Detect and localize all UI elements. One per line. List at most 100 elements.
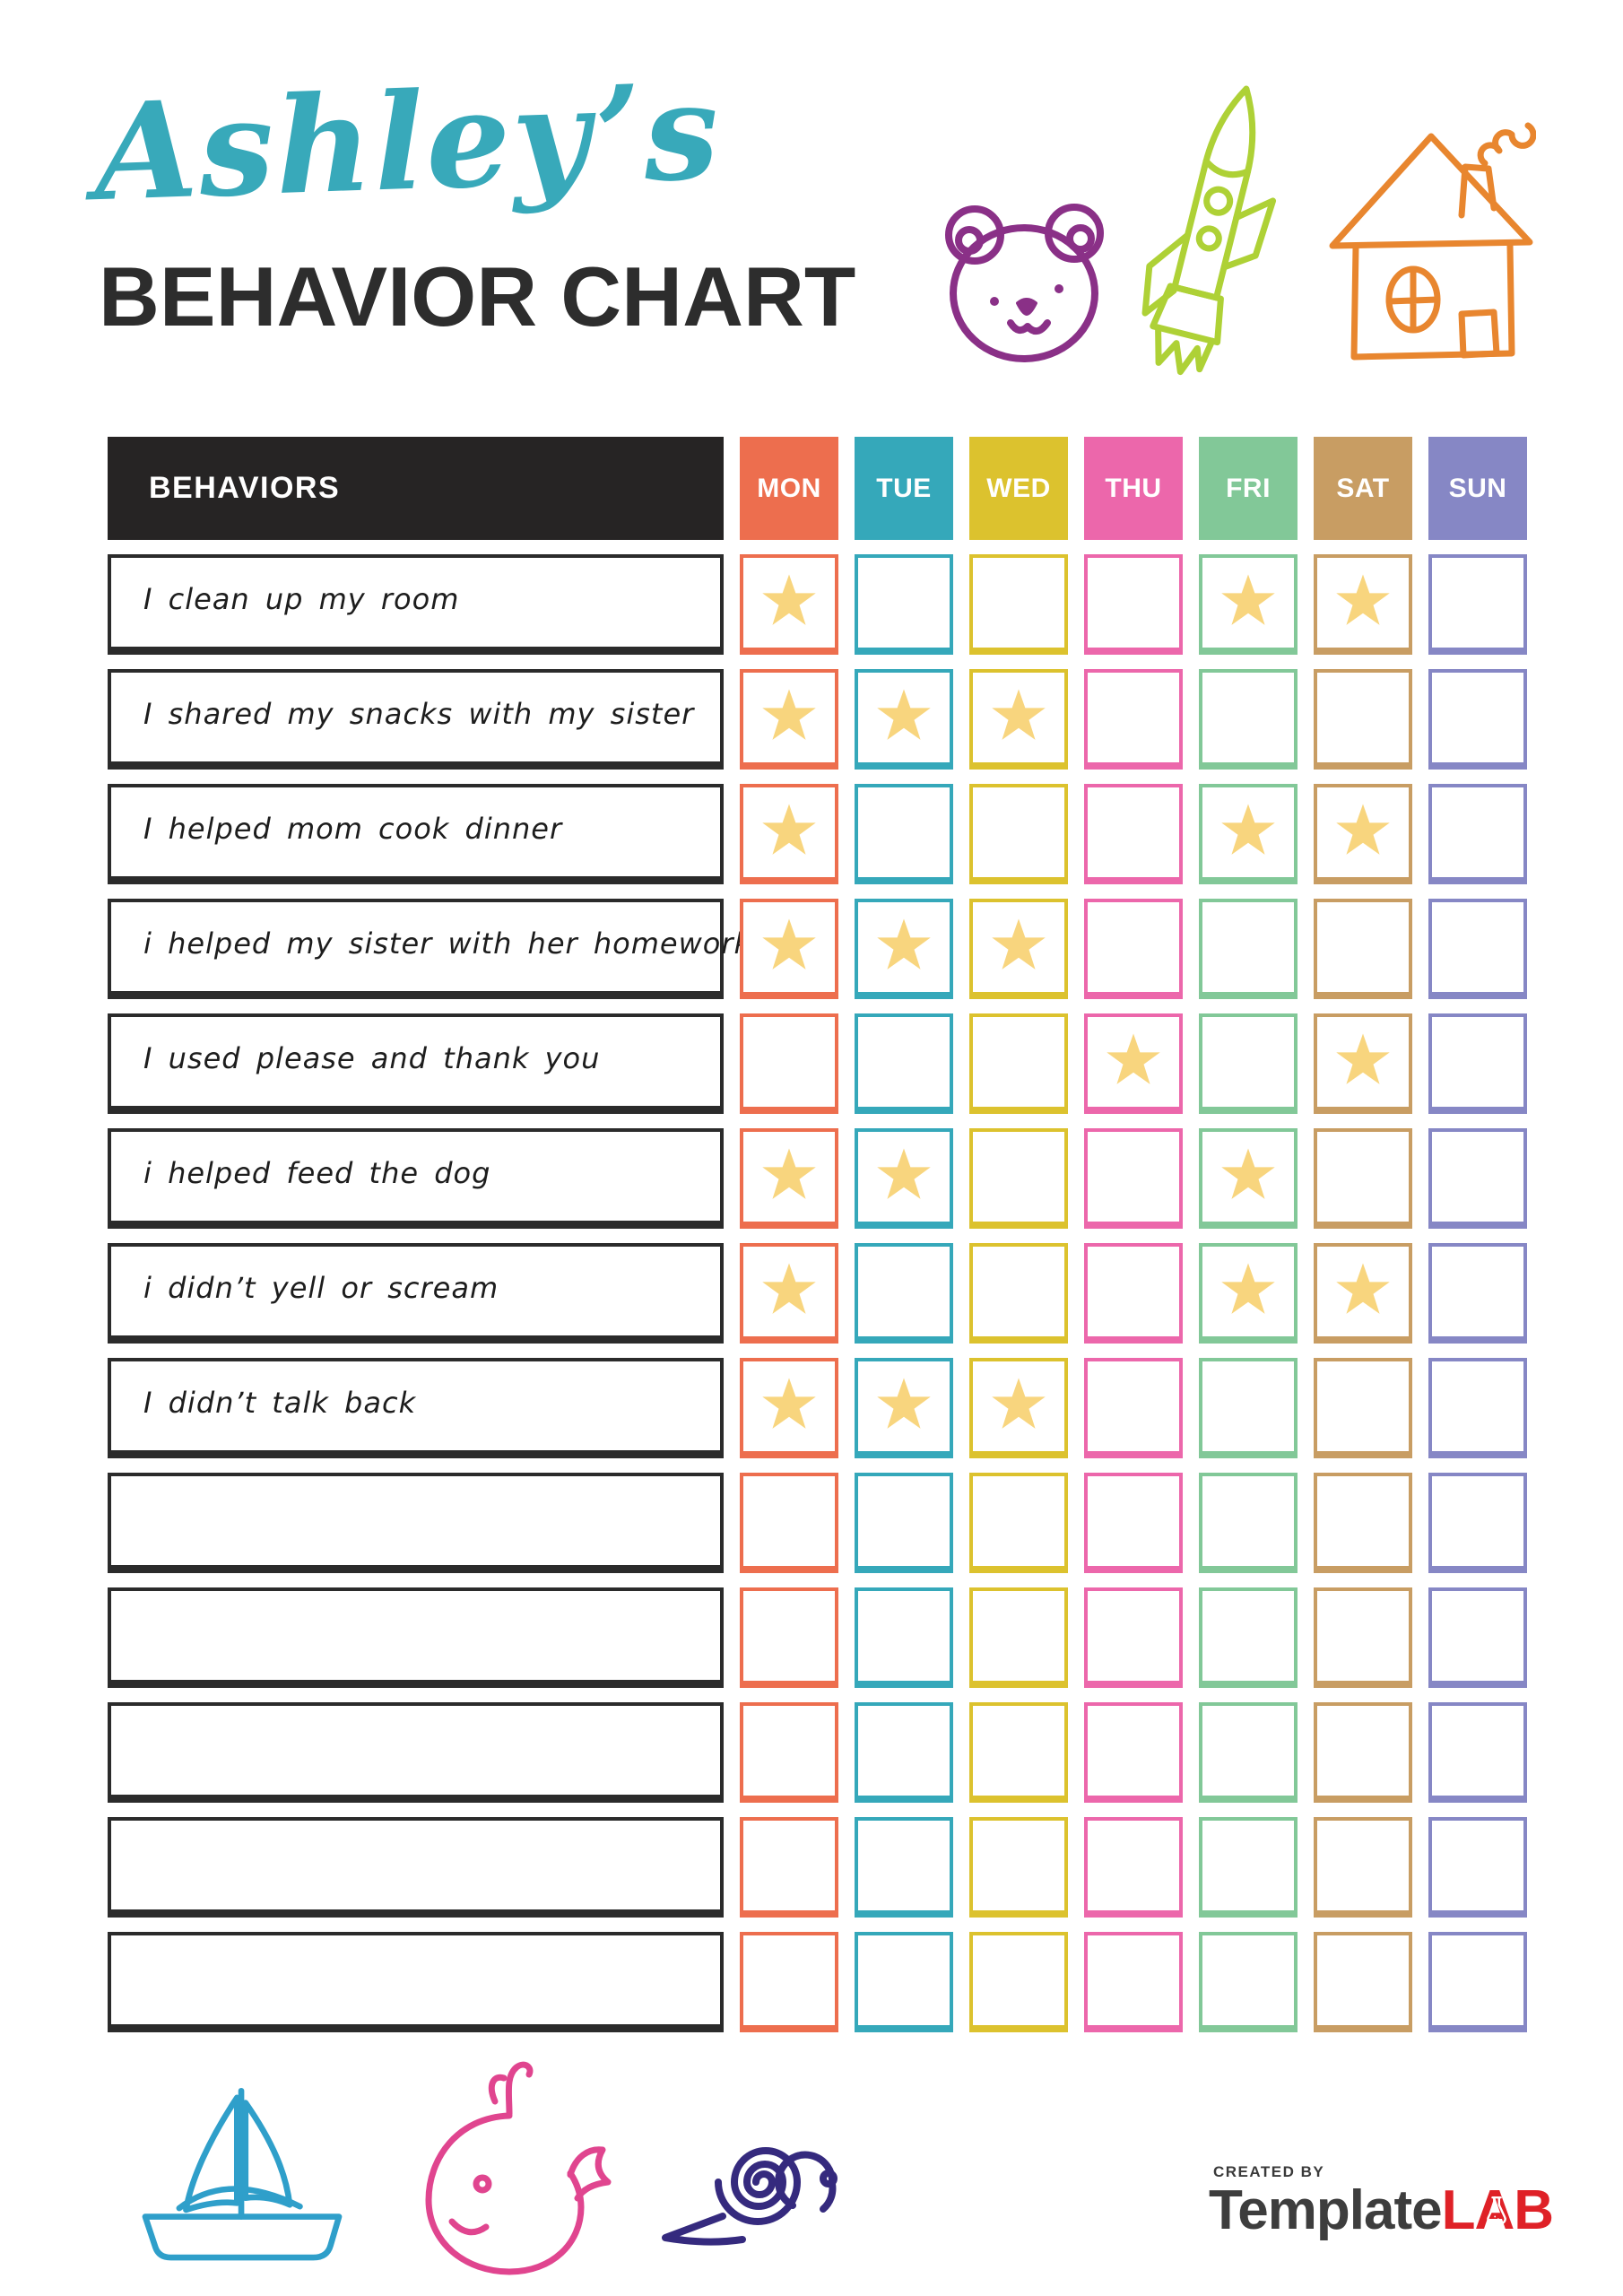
day-cell-thu[interactable] bbox=[1084, 1358, 1183, 1458]
day-cell-sat[interactable] bbox=[1314, 1358, 1412, 1458]
day-cell-sun[interactable] bbox=[1428, 1587, 1527, 1688]
day-cell-fri[interactable] bbox=[1199, 1817, 1298, 1918]
day-cell-fri[interactable] bbox=[1199, 1473, 1298, 1573]
day-cell-tue[interactable] bbox=[855, 784, 953, 884]
day-cell-thu[interactable] bbox=[1084, 554, 1183, 655]
day-cell-sun[interactable] bbox=[1428, 1128, 1527, 1229]
star-icon bbox=[992, 918, 1046, 970]
day-cell-wed[interactable] bbox=[969, 1243, 1068, 1344]
day-cell-wed[interactable] bbox=[969, 1702, 1068, 1803]
day-cell-wed[interactable] bbox=[969, 899, 1068, 999]
day-cell-tue[interactable] bbox=[855, 1473, 953, 1573]
day-cell-sun[interactable] bbox=[1428, 554, 1527, 655]
day-cell-wed[interactable] bbox=[969, 554, 1068, 655]
day-cell-thu[interactable] bbox=[1084, 1817, 1183, 1918]
day-cell-mon[interactable] bbox=[740, 1473, 838, 1573]
day-cell-mon[interactable] bbox=[740, 1243, 838, 1344]
day-cell-fri[interactable] bbox=[1199, 784, 1298, 884]
day-cell-sun[interactable] bbox=[1428, 1817, 1527, 1918]
day-cell-mon[interactable] bbox=[740, 899, 838, 999]
day-cell-sun[interactable] bbox=[1428, 899, 1527, 999]
day-cell-sat[interactable] bbox=[1314, 899, 1412, 999]
star-icon bbox=[762, 804, 816, 855]
day-cell-fri[interactable] bbox=[1199, 1702, 1298, 1803]
day-cell-fri[interactable] bbox=[1199, 1358, 1298, 1458]
flask-icon bbox=[1487, 2196, 1506, 2225]
day-cell-mon[interactable] bbox=[740, 669, 838, 770]
day-cell-fri[interactable] bbox=[1199, 1587, 1298, 1688]
day-cell-wed[interactable] bbox=[969, 1128, 1068, 1229]
day-cell-sun[interactable] bbox=[1428, 1702, 1527, 1803]
day-cell-fri[interactable] bbox=[1199, 899, 1298, 999]
day-cell-tue[interactable] bbox=[855, 1817, 953, 1918]
day-cell-thu[interactable] bbox=[1084, 669, 1183, 770]
day-cell-thu[interactable] bbox=[1084, 1932, 1183, 2032]
day-cell-sun[interactable] bbox=[1428, 1013, 1527, 1114]
day-cell-thu[interactable] bbox=[1084, 1702, 1183, 1803]
day-cell-sat[interactable] bbox=[1314, 784, 1412, 884]
day-cell-sat[interactable] bbox=[1314, 1243, 1412, 1344]
day-cell-sat[interactable] bbox=[1314, 1587, 1412, 1688]
day-cell-sat[interactable] bbox=[1314, 554, 1412, 655]
day-cell-tue[interactable] bbox=[855, 899, 953, 999]
day-cell-mon[interactable] bbox=[740, 1587, 838, 1688]
day-cell-tue[interactable] bbox=[855, 1587, 953, 1688]
behavior-cell: I helped mom cook dinner bbox=[108, 784, 724, 884]
day-cell-thu[interactable] bbox=[1084, 1243, 1183, 1344]
day-cell-sat[interactable] bbox=[1314, 1702, 1412, 1803]
day-cell-sun[interactable] bbox=[1428, 784, 1527, 884]
day-cell-wed[interactable] bbox=[969, 1013, 1068, 1114]
day-cell-mon[interactable] bbox=[740, 1358, 838, 1458]
day-cell-sat[interactable] bbox=[1314, 1817, 1412, 1918]
day-cell-sat[interactable] bbox=[1314, 1128, 1412, 1229]
day-cell-sat[interactable] bbox=[1314, 1473, 1412, 1573]
day-cell-thu[interactable] bbox=[1084, 1587, 1183, 1688]
day-cell-sun[interactable] bbox=[1428, 1473, 1527, 1573]
day-cell-tue[interactable] bbox=[855, 1932, 953, 2032]
day-cell-tue[interactable] bbox=[855, 1128, 953, 1229]
day-cell-mon[interactable] bbox=[740, 554, 838, 655]
star-icon bbox=[762, 1148, 816, 1199]
day-header-fri: FRI bbox=[1199, 437, 1298, 540]
day-cell-wed[interactable] bbox=[969, 669, 1068, 770]
day-cell-tue[interactable] bbox=[855, 1358, 953, 1458]
day-cell-fri[interactable] bbox=[1199, 1013, 1298, 1114]
day-cell-mon[interactable] bbox=[740, 1013, 838, 1114]
day-cell-mon[interactable] bbox=[740, 1128, 838, 1229]
day-cell-wed[interactable] bbox=[969, 1932, 1068, 2032]
day-cell-wed[interactable] bbox=[969, 1473, 1068, 1573]
day-cell-thu[interactable] bbox=[1084, 899, 1183, 999]
day-cell-wed[interactable] bbox=[969, 1358, 1068, 1458]
day-cell-tue[interactable] bbox=[855, 669, 953, 770]
behavior-cell bbox=[108, 1473, 724, 1573]
day-cell-tue[interactable] bbox=[855, 1013, 953, 1114]
day-cell-sat[interactable] bbox=[1314, 1013, 1412, 1114]
day-header-tue: TUE bbox=[855, 437, 953, 540]
day-cell-sun[interactable] bbox=[1428, 669, 1527, 770]
day-cell-tue[interactable] bbox=[855, 1243, 953, 1344]
day-cell-thu[interactable] bbox=[1084, 1128, 1183, 1229]
day-cell-fri[interactable] bbox=[1199, 1932, 1298, 2032]
day-cell-fri[interactable] bbox=[1199, 1243, 1298, 1344]
day-cell-wed[interactable] bbox=[969, 1587, 1068, 1688]
day-cell-mon[interactable] bbox=[740, 784, 838, 884]
day-cell-thu[interactable] bbox=[1084, 784, 1183, 884]
day-cell-mon[interactable] bbox=[740, 1702, 838, 1803]
day-cell-tue[interactable] bbox=[855, 554, 953, 655]
day-cell-sun[interactable] bbox=[1428, 1932, 1527, 2032]
day-cell-wed[interactable] bbox=[969, 784, 1068, 884]
day-cell-fri[interactable] bbox=[1199, 554, 1298, 655]
day-cell-fri[interactable] bbox=[1199, 1128, 1298, 1229]
day-cell-wed[interactable] bbox=[969, 1817, 1068, 1918]
day-cell-sun[interactable] bbox=[1428, 1358, 1527, 1458]
day-cell-thu[interactable] bbox=[1084, 1473, 1183, 1573]
day-cell-thu[interactable] bbox=[1084, 1013, 1183, 1114]
day-cell-fri[interactable] bbox=[1199, 669, 1298, 770]
day-cell-mon[interactable] bbox=[740, 1932, 838, 2032]
day-cell-tue[interactable] bbox=[855, 1702, 953, 1803]
whale-icon bbox=[395, 2058, 629, 2277]
day-cell-sat[interactable] bbox=[1314, 669, 1412, 770]
day-cell-sun[interactable] bbox=[1428, 1243, 1527, 1344]
day-cell-mon[interactable] bbox=[740, 1817, 838, 1918]
day-cell-sat[interactable] bbox=[1314, 1932, 1412, 2032]
